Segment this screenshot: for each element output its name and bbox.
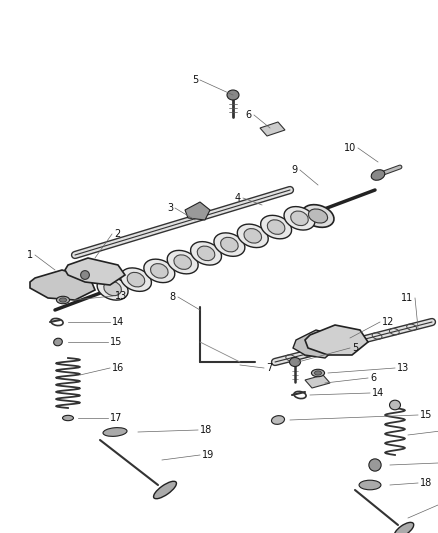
Polygon shape (305, 325, 368, 355)
Circle shape (369, 459, 381, 471)
Ellipse shape (221, 237, 238, 252)
Text: 19: 19 (202, 450, 214, 460)
Ellipse shape (57, 296, 70, 304)
Ellipse shape (154, 481, 177, 499)
Text: 15: 15 (420, 410, 432, 420)
Ellipse shape (144, 259, 175, 282)
Ellipse shape (371, 169, 385, 180)
Ellipse shape (151, 264, 168, 278)
Ellipse shape (308, 209, 328, 223)
Text: 9: 9 (292, 165, 298, 175)
Text: 18: 18 (420, 478, 432, 488)
Ellipse shape (197, 246, 215, 261)
Ellipse shape (290, 358, 300, 367)
Text: 13: 13 (397, 363, 409, 373)
Text: 6: 6 (370, 373, 376, 383)
Text: 16: 16 (112, 363, 124, 373)
Ellipse shape (311, 369, 325, 377)
Text: 4: 4 (235, 193, 241, 203)
Text: 5: 5 (192, 75, 198, 85)
Ellipse shape (237, 224, 268, 247)
Polygon shape (185, 202, 210, 220)
Ellipse shape (120, 268, 152, 292)
Ellipse shape (97, 277, 128, 300)
Ellipse shape (103, 427, 127, 437)
Ellipse shape (302, 205, 334, 228)
Text: 14: 14 (112, 317, 124, 327)
Text: 13: 13 (115, 291, 127, 301)
Text: 3: 3 (167, 203, 173, 213)
Text: 12: 12 (382, 317, 394, 327)
Ellipse shape (191, 241, 222, 265)
Text: 8: 8 (170, 292, 176, 302)
Text: 5: 5 (352, 343, 358, 353)
Polygon shape (65, 258, 125, 285)
Text: 10: 10 (344, 143, 356, 153)
Ellipse shape (394, 522, 414, 533)
Text: 11: 11 (401, 293, 413, 303)
Text: 14: 14 (372, 388, 384, 398)
Text: 6: 6 (246, 110, 252, 120)
Ellipse shape (284, 207, 315, 230)
Ellipse shape (359, 480, 381, 490)
Ellipse shape (389, 400, 400, 410)
Polygon shape (30, 270, 95, 300)
Ellipse shape (54, 338, 62, 346)
Text: 2: 2 (114, 229, 120, 239)
Text: 1: 1 (27, 250, 33, 260)
Text: 7: 7 (266, 363, 272, 373)
Ellipse shape (127, 272, 145, 287)
Ellipse shape (291, 211, 308, 225)
Polygon shape (305, 375, 330, 388)
Text: 15: 15 (110, 337, 122, 347)
Polygon shape (260, 122, 285, 136)
Ellipse shape (314, 371, 321, 375)
Ellipse shape (261, 215, 292, 239)
Ellipse shape (227, 90, 239, 100)
Ellipse shape (272, 416, 285, 424)
Ellipse shape (214, 233, 245, 256)
Ellipse shape (63, 415, 74, 421)
Polygon shape (293, 330, 340, 358)
Ellipse shape (267, 220, 285, 235)
Ellipse shape (244, 229, 261, 243)
Ellipse shape (104, 281, 121, 296)
Ellipse shape (174, 255, 191, 269)
Ellipse shape (60, 298, 67, 302)
Ellipse shape (167, 251, 198, 274)
Text: 17: 17 (110, 413, 122, 423)
Text: 18: 18 (200, 425, 212, 435)
Circle shape (81, 271, 89, 279)
